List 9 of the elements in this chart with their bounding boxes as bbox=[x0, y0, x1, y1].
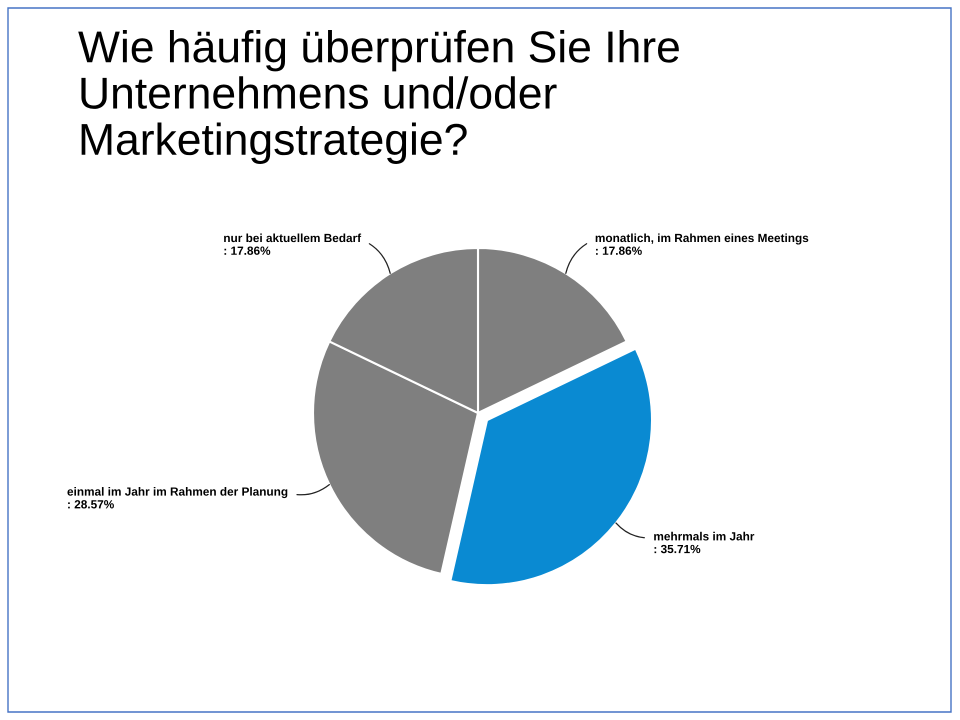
chart-title: Wie häufig überprüfen Sie Ihre Unternehmens und/oder Marketingstrategie? bbox=[78, 30, 679, 164]
data-label: : 17.86% bbox=[224, 246, 270, 255]
slice-label: nur bei aktuellem Bedarf bbox=[224, 234, 362, 242]
slice-label: mehrmals im Jahr bbox=[654, 532, 754, 540]
data-label: : 35.71% bbox=[654, 544, 700, 554]
data-label: : 28.57% bbox=[68, 500, 114, 508]
data-label: : 17.86% bbox=[596, 246, 642, 255]
slice-label: einmal im Jahr im Rahmen der Planung bbox=[67, 487, 288, 498]
slice-label: monatlich, im Rahmen eines Meetings bbox=[596, 233, 808, 245]
